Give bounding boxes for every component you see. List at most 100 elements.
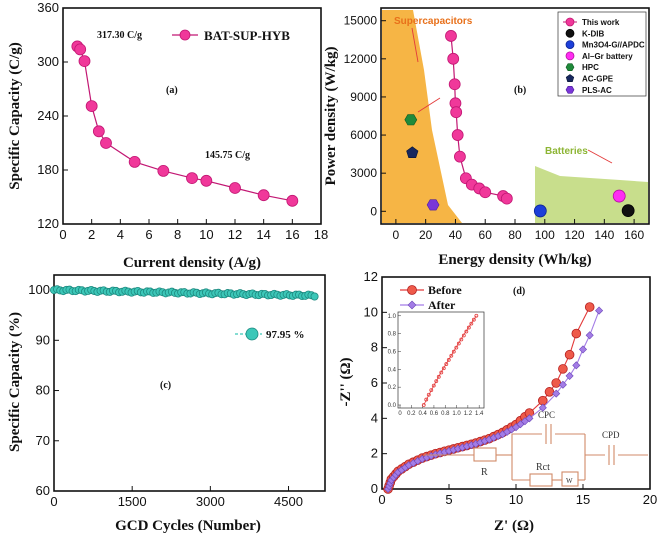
inset-point [444,362,449,366]
circuit-label-r: R [481,467,488,478]
legend-marker [565,17,575,27]
panel-a-ylabel: Specific Capacity (C/g) [7,42,23,189]
data-point [525,414,534,423]
circuit-label-w: W [566,477,573,485]
panel-d-ytick-label: 0 [371,481,378,496]
inset-xtick-label: 0.2 [407,411,416,417]
inset-point [434,379,439,384]
legend-label: Al–Gr battery [582,52,633,61]
panel-c-xtick-label: 1500 [118,494,147,509]
resistor-r [473,447,497,462]
data-point [454,150,466,163]
data-point [100,137,112,149]
panel-d-xtick-label: 5 [445,492,452,507]
inset-frame [397,311,485,409]
data-point [551,378,561,388]
battery-region [535,166,648,223]
inset-point [439,370,444,375]
data-point [500,192,513,205]
data-point [585,331,594,340]
panel-b-xtick-label: 120 [565,228,585,242]
legend-marker [565,28,575,38]
panel-c: 0 1500 3000 4500 60 70 80 90 100 (c) 97.95 % Spe… [7,274,326,534]
data-point [552,389,561,398]
panel-d-ytick-label: 6 [371,375,378,390]
batteries-arrow [587,149,613,164]
data-point [612,189,626,203]
data-point [286,194,299,207]
panel-a-xtick-label: 8 [174,227,181,242]
panel-a-ytick-label: 300 [37,54,59,69]
panel-d-xtick-label: 15 [576,492,590,507]
inset-point [471,317,476,322]
panel-b-xtick-label: 160 [624,228,644,242]
data-point [538,403,547,412]
legend-marker [565,74,575,82]
inset-point [431,383,436,388]
panel-a-xtick-label: 14 [256,227,270,242]
panel-b-legend: This work K-DIB Mn3O4-G//APDC Al–Gr battery… [557,11,647,97]
data-point [85,100,98,112]
inset-ytick-label: 0.0 [388,403,397,409]
inset-point [469,321,474,326]
inset-line [430,372,442,391]
legend-marker [565,86,575,94]
panel-b-ytick-label: 12000 [344,52,378,66]
legend-label: PLS-AC [582,86,612,95]
panel-c-ylabel: Specific Capacity (%) [7,312,23,452]
data-point [448,78,461,91]
panel-c-frame [53,274,326,492]
inset-point [461,333,466,338]
legend-label: 97.95 % [266,329,305,341]
panel-d-ytick-label: 8 [371,340,378,355]
inset-point [466,325,471,330]
legend-label: This work [582,18,620,27]
panel-d-ytick-label: 2 [371,446,378,461]
inset-point [449,353,454,358]
panel-c-legend: 97.95 % [235,327,305,341]
panel-d-ytick-label: 12 [364,269,378,284]
data-point [479,186,492,199]
inset-ytick-label: 1.0 [388,314,397,320]
panel-b-xtick-label: 0 [393,228,400,242]
data-point [572,361,581,370]
inset-ytick-label: 0.2 [388,385,397,391]
data-point [595,306,604,315]
panel-d-inset: 0 0.2 0.4 0.6 0.8 1.0 1.2 1.40.00.20.40.60.81.0 [388,311,485,417]
panel-d-ytick-label: 4 [371,410,378,425]
data-point [92,125,105,138]
panel-d-xtick-label: 0 [378,492,385,507]
warburg-element [561,471,579,487]
inset-xtick-label: 0.6 [430,411,439,417]
data-point [564,349,575,360]
resistor-rct [529,473,553,487]
panel-b-ytick-label: 0 [370,204,377,218]
legend-marker-after [407,300,417,310]
inset-xtick-label: 1.4 [475,411,484,417]
panel-d-ytick-label: 10 [364,304,378,319]
inset-xtick-label: 0.4 [418,411,427,417]
legend-label: AC-GPE [582,75,614,84]
panel-b-ytick-label: 9000 [350,90,377,104]
panel-a-xtick-label: 4 [117,227,124,242]
data-point [229,182,241,194]
panel-b: 0 20 40 60 80 100 120 140 160 0 3000 6000 9000 12000 1… [323,7,650,268]
panel-c-xtick-label: 0 [50,494,57,509]
inset-xtick-label: 1.0 [452,411,461,417]
panel-a-ytick-label: 180 [37,162,59,177]
inset-point [441,366,446,371]
panel-b-xtick-label: 140 [594,228,614,242]
panel-c-xlabel: GCD Cycles (Number) [115,518,261,534]
inset-ytick-label: 0.6 [388,349,397,355]
legend-marker [179,29,191,41]
inset-xtick-label: 0 [398,411,402,417]
panel-c-ytick-label: 60 [36,483,50,498]
panel-b-ytick-label: 6000 [350,128,377,142]
data-point [257,189,270,202]
data-point [128,155,141,168]
legend-label-after: After [428,298,456,312]
panel-b-xlabel: Energy density (Wh/kg) [438,252,591,268]
data-point [157,164,170,177]
